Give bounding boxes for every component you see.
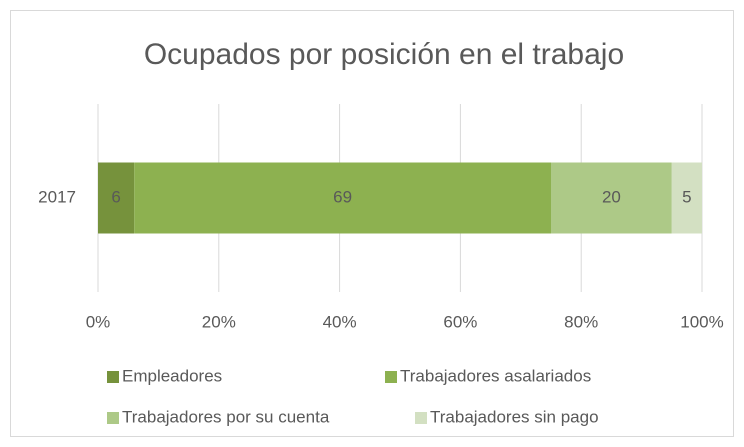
y-tick-label: 2017 [38, 187, 76, 206]
chart-title: Ocupados por posición en el trabajo [144, 38, 624, 71]
bar-segment [134, 162, 552, 234]
x-tick-label: 0% [86, 312, 111, 331]
data-label: 69 [333, 187, 352, 206]
legend-swatch [415, 412, 427, 424]
x-tick-label: 80% [564, 312, 598, 331]
legend-label: Trabajadores asalariados [400, 366, 591, 385]
data-label: 6 [111, 187, 120, 206]
x-tick-label: 60% [443, 312, 477, 331]
legend-label: Empleadores [122, 366, 222, 385]
x-tick-label: 20% [202, 312, 236, 331]
legend-swatch [107, 412, 119, 424]
legend-label: Trabajadores por su cuenta [122, 407, 330, 426]
bar-segment [671, 162, 702, 234]
data-label: 20 [602, 187, 621, 206]
data-label: 5 [682, 187, 691, 206]
legend-label: Trabajadores sin pago [430, 407, 599, 426]
x-tick-label: 40% [323, 312, 357, 331]
bar-segment [98, 162, 135, 234]
legend-swatch [107, 371, 119, 383]
x-tick-label: 100% [680, 312, 723, 331]
legend-swatch [385, 371, 397, 383]
bar-segment [551, 162, 672, 234]
